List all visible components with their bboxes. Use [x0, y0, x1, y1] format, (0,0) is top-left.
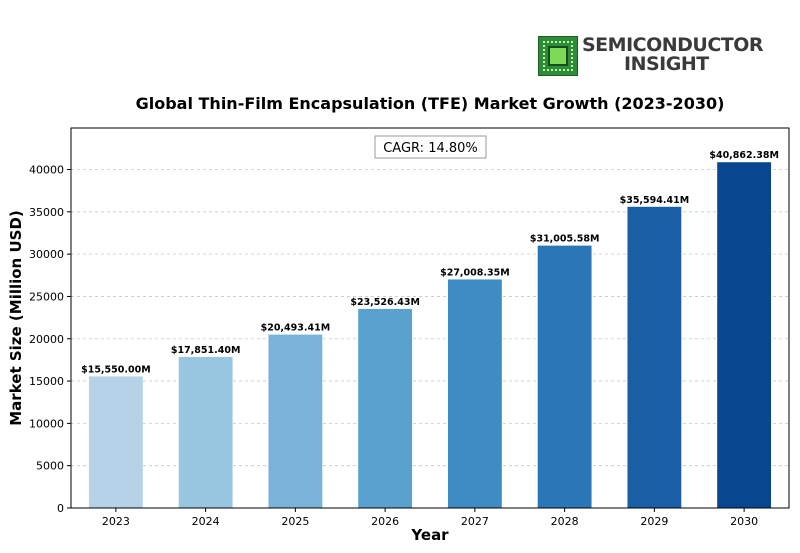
- bar-value-label: $23,526.43M: [350, 297, 420, 308]
- cagr-annotation: CAGR: 14.80%: [374, 135, 487, 159]
- plot-frame: [70, 127, 790, 509]
- bar-2030: [717, 162, 772, 509]
- y-tick-label: 30000: [29, 248, 64, 261]
- chart-title: Global Thin-Film Encapsulation (TFE) Mar…: [136, 94, 725, 113]
- y-tick-label: 0: [57, 502, 64, 515]
- bar-value-label: $27,008.35M: [440, 267, 510, 278]
- y-axis-title: Market Size (Million USD): [7, 210, 25, 426]
- x-tick-label: 2029: [640, 515, 668, 528]
- bar-2024: [178, 356, 233, 508]
- y-tick-label: 40000: [29, 164, 64, 177]
- bar-value-label: $15,550.00M: [81, 364, 151, 375]
- bar-2028: [537, 245, 592, 508]
- x-tick-label: 2024: [192, 515, 220, 528]
- logo-line2: INSIGHT: [624, 53, 709, 75]
- y-tick-label: 35000: [29, 206, 64, 219]
- y-tick-label: 5000: [36, 460, 64, 473]
- bar-value-label: $35,594.41M: [620, 195, 690, 206]
- logo-line1: SEMICONDUCTOR: [582, 34, 764, 56]
- bar-value-label: $40,862.38M: [709, 150, 779, 161]
- x-tick-label: 2023: [102, 515, 130, 528]
- x-axis: 2023 2024 2025 2026 2027 2028 2029 2030: [102, 508, 758, 528]
- bar-2026: [358, 308, 413, 508]
- bar-value-label: $20,493.41M: [261, 323, 331, 334]
- chip-icon: [538, 36, 578, 76]
- bars: [88, 162, 772, 509]
- y-tick-label: 20000: [29, 333, 64, 346]
- x-axis-title: Year: [410, 526, 449, 544]
- x-tick-label: 2030: [730, 515, 758, 528]
- x-tick-label: 2025: [281, 515, 309, 528]
- bar-2027: [447, 279, 502, 508]
- bar-2025: [268, 334, 323, 508]
- bar-value-label: $17,851.40M: [171, 345, 241, 356]
- x-tick-label: 2026: [371, 515, 399, 528]
- bar-2029: [627, 206, 682, 509]
- y-tick-label: 10000: [29, 417, 64, 430]
- y-tick-label: 25000: [29, 290, 64, 303]
- y-axis: 0 5000 10000 15000 20000 25000 30000 35000 40000: [29, 164, 71, 515]
- cagr-text: CAGR: 14.80%: [383, 141, 478, 156]
- y-tick-label: 15000: [29, 375, 64, 388]
- bar-value-label: $31,005.58M: [530, 234, 600, 245]
- semiconductor-insight-logo: SEMICONDUCTOR INSIGHT: [538, 34, 768, 78]
- x-tick-label: 2028: [551, 515, 579, 528]
- bar-labels: $15,550.00M $17,851.40M $20,493.41M $23,526…: [81, 150, 779, 375]
- x-tick-label: 2027: [461, 515, 489, 528]
- bar-2023: [88, 376, 143, 508]
